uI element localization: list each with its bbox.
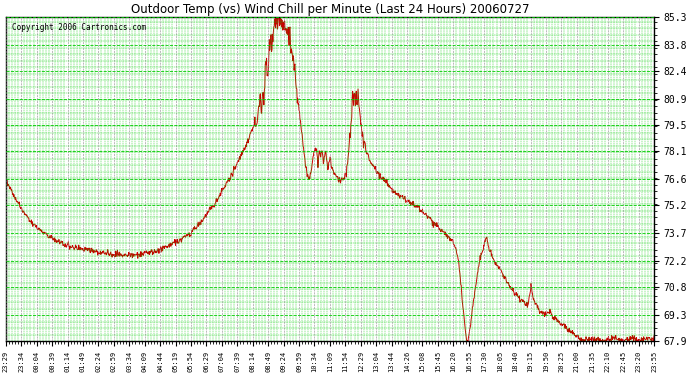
Text: Copyright 2006 Cartronics.com: Copyright 2006 Cartronics.com — [12, 23, 146, 32]
Title: Outdoor Temp (vs) Wind Chill per Minute (Last 24 Hours) 20060727: Outdoor Temp (vs) Wind Chill per Minute … — [130, 3, 529, 16]
